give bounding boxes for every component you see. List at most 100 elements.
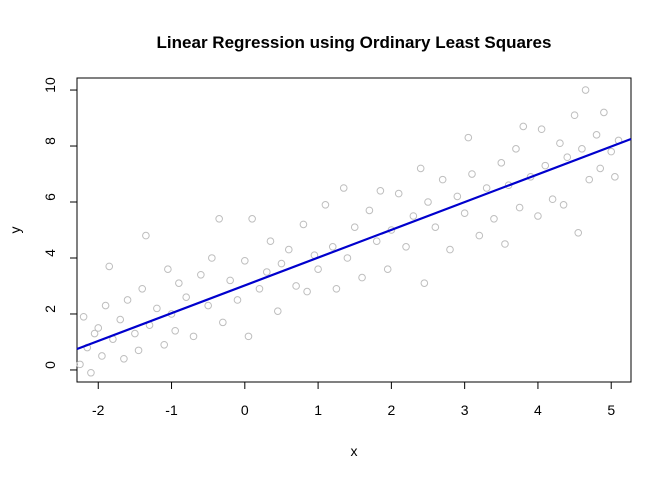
point <box>420 279 429 287</box>
point <box>365 206 374 215</box>
point <box>541 161 550 170</box>
point <box>284 245 293 254</box>
point <box>90 329 99 338</box>
x-tick-label: -1 <box>165 402 178 418</box>
x-tick-label: 3 <box>461 402 469 418</box>
x-axis-label: x <box>351 443 358 459</box>
point <box>548 195 557 204</box>
y-axis-label: y <box>7 227 23 234</box>
regression-line <box>76 137 632 350</box>
y-tick-label: 8 <box>42 137 58 145</box>
x-tick-label: 4 <box>534 402 542 418</box>
point <box>519 122 528 131</box>
x-tick-label: 5 <box>607 402 615 418</box>
point <box>453 192 462 201</box>
point <box>321 201 330 209</box>
point <box>131 329 139 338</box>
point <box>343 254 352 262</box>
point <box>266 237 275 245</box>
point <box>482 184 491 192</box>
point <box>164 265 172 273</box>
point <box>277 259 286 268</box>
point <box>171 326 179 335</box>
point <box>204 301 212 310</box>
point <box>596 164 605 173</box>
point <box>175 279 183 287</box>
point <box>350 223 359 232</box>
point <box>244 332 253 341</box>
point <box>87 368 95 377</box>
point <box>372 237 381 245</box>
point <box>248 215 256 223</box>
point <box>101 301 110 310</box>
y-tick-label: 0 <box>42 361 58 369</box>
point <box>394 189 403 198</box>
chart-title: Linear Regression using Ordinary Least S… <box>157 33 552 52</box>
point <box>233 296 242 304</box>
point <box>475 231 484 240</box>
point <box>262 268 271 276</box>
point <box>123 296 132 304</box>
point <box>416 164 425 173</box>
point <box>534 212 542 220</box>
x-tick-label: 0 <box>241 402 249 418</box>
point <box>578 145 586 153</box>
point <box>574 228 583 237</box>
point <box>255 284 264 293</box>
point <box>431 223 440 232</box>
point <box>515 203 524 212</box>
point <box>138 284 147 293</box>
point <box>299 220 308 229</box>
x-tick-label: -2 <box>92 402 105 418</box>
point <box>134 346 143 355</box>
x-tick-label: 2 <box>387 402 395 418</box>
point <box>120 354 128 363</box>
point <box>105 262 114 271</box>
point <box>464 133 473 142</box>
point <box>592 131 601 139</box>
point <box>501 240 509 248</box>
point <box>76 360 84 369</box>
point <box>424 198 432 206</box>
point <box>490 215 498 223</box>
y-tick-label: 6 <box>42 193 58 201</box>
point <box>497 159 506 167</box>
point <box>570 111 579 120</box>
point <box>328 242 337 251</box>
point <box>376 187 385 195</box>
point <box>292 282 300 290</box>
point <box>303 287 311 296</box>
point <box>611 173 619 181</box>
point <box>581 86 590 94</box>
point <box>182 293 190 301</box>
point <box>116 315 125 324</box>
point <box>537 125 546 134</box>
point <box>332 284 341 293</box>
point <box>556 139 564 148</box>
y-tick-label: 4 <box>42 249 58 257</box>
point <box>607 147 616 156</box>
point <box>160 340 169 349</box>
point <box>402 242 410 251</box>
x-tick-label: 1 <box>314 402 322 418</box>
point <box>189 332 198 341</box>
point <box>314 265 322 273</box>
point <box>358 273 366 282</box>
y-tick-label: 2 <box>42 305 58 313</box>
point <box>600 108 608 117</box>
point <box>226 276 234 285</box>
point <box>460 209 469 218</box>
point <box>409 212 418 220</box>
y-tick-label: 10 <box>42 77 58 93</box>
point <box>438 175 447 184</box>
point <box>94 324 103 332</box>
point <box>563 153 572 162</box>
point <box>273 307 282 315</box>
point <box>383 265 392 273</box>
point <box>512 145 520 153</box>
point <box>339 184 348 192</box>
point <box>197 270 205 279</box>
point <box>142 231 150 240</box>
point <box>79 312 88 321</box>
